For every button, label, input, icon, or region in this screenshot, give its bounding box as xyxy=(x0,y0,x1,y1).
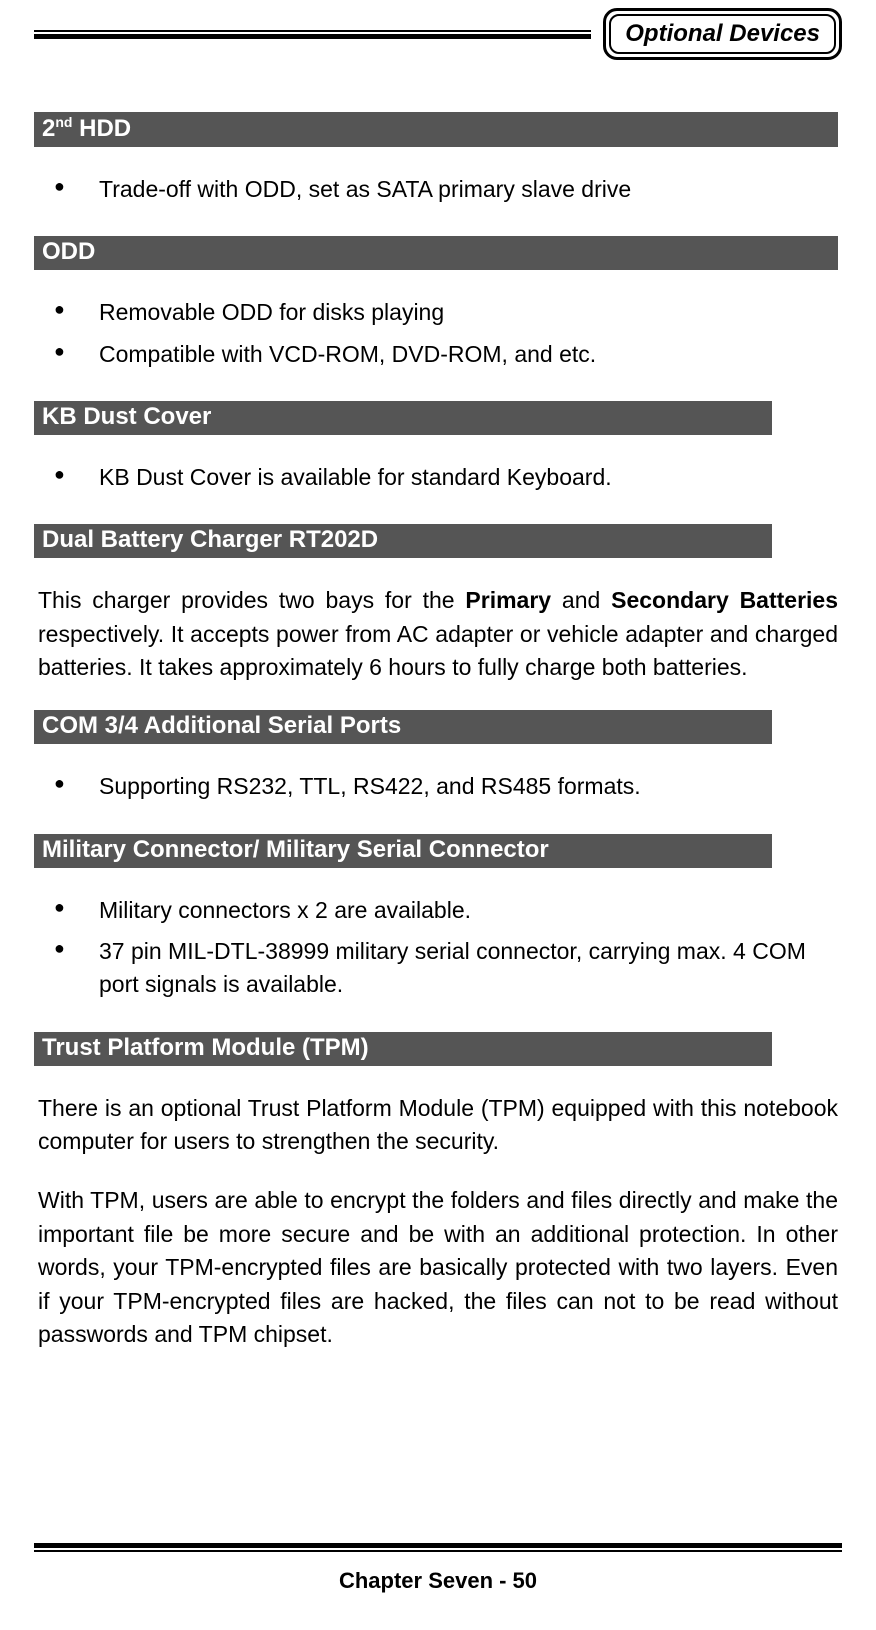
list-item: Supporting RS232, TTL, RS422, and RS485 … xyxy=(54,770,838,803)
footer-rule xyxy=(34,1543,842,1552)
section-paragraph-tpm-2: With TPM, users are able to encrypt the … xyxy=(38,1184,838,1351)
list-item: Compatible with VCD-ROM, DVD-ROM, and et… xyxy=(54,338,838,371)
section-paragraph-dual-battery-charger: This charger provides two bays for the P… xyxy=(38,584,838,684)
section-paragraph-tpm-1: There is an optional Trust Platform Modu… xyxy=(38,1092,838,1159)
section-heading-2nd-hdd: 2nd HDD xyxy=(34,112,838,147)
para-bold: Secondary Batteries xyxy=(611,587,838,613)
header-badge: Optional Devices xyxy=(603,8,842,60)
page-footer: Chapter Seven - 50 xyxy=(34,1543,842,1594)
document-page: Optional Devices 2nd HDD Trade-off with … xyxy=(0,0,876,1630)
page-header: Optional Devices xyxy=(34,8,842,60)
section-heading-odd: ODD xyxy=(34,236,838,270)
section-heading-kb-dust-cover: KB Dust Cover xyxy=(34,401,772,435)
section-heading-tpm: Trust Platform Module (TPM) xyxy=(34,1032,772,1066)
list-item: 37 pin MIL-DTL-38999 military serial con… xyxy=(54,935,838,1002)
para-bold: Primary xyxy=(465,587,551,613)
list-item: Military connectors x 2 are available. xyxy=(54,894,838,927)
section-list-kb-dust-cover: KB Dust Cover is available for standard … xyxy=(34,461,842,494)
section-list-odd: Removable ODD for disks playing Compatib… xyxy=(34,296,842,371)
header-badge-text: Optional Devices xyxy=(609,14,836,54)
para-text: respectively. It accepts power from AC a… xyxy=(38,621,838,680)
footer-text: Chapter Seven - 50 xyxy=(34,1568,842,1594)
section-heading-dual-battery-charger: Dual Battery Charger RT202D xyxy=(34,524,772,558)
section-list-2nd-hdd: Trade-off with ODD, set as SATA primary … xyxy=(34,173,842,206)
section-list-military-connector: Military connectors x 2 are available. 3… xyxy=(34,894,842,1002)
list-item: KB Dust Cover is available for standard … xyxy=(54,461,838,494)
section-list-com-ports: Supporting RS232, TTL, RS422, and RS485 … xyxy=(34,770,842,803)
list-item: Trade-off with ODD, set as SATA primary … xyxy=(54,173,838,206)
para-text: This charger provides two bays for the xyxy=(38,587,465,613)
header-rule xyxy=(34,30,591,39)
section-heading-military-connector: Military Connector/ Military Serial Conn… xyxy=(34,834,772,868)
section-heading-com-ports: COM 3/4 Additional Serial Ports xyxy=(34,710,772,744)
list-item: Removable ODD for disks playing xyxy=(54,296,838,329)
para-text: and xyxy=(551,587,611,613)
